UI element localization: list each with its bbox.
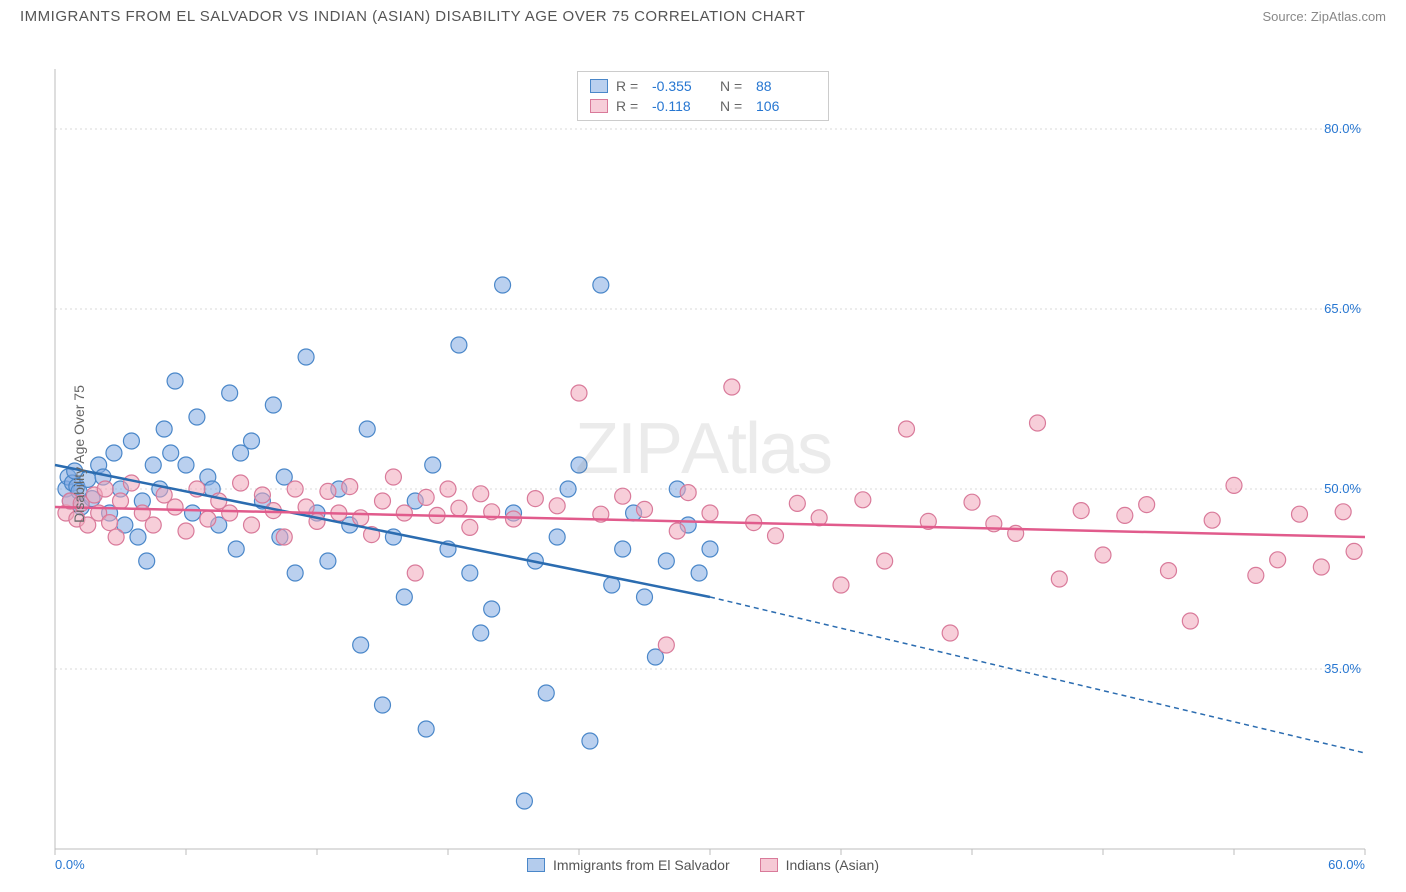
svg-text:0.0%: 0.0% [55, 857, 85, 872]
svg-text:50.0%: 50.0% [1324, 481, 1361, 496]
svg-text:80.0%: 80.0% [1324, 121, 1361, 136]
stats-box: R =-0.355 N =88 R =-0.118 N =106 [577, 71, 829, 121]
source-label: Source: ZipAtlas.com [1262, 9, 1386, 24]
scatter-chart: 35.0% 50.0% 65.0% 80.0% 0.0% 60.0% [0, 29, 1406, 879]
svg-text:60.0%: 60.0% [1328, 857, 1365, 872]
bottom-legend: Immigrants from El SalvadorIndians (Asia… [527, 857, 879, 873]
svg-text:65.0%: 65.0% [1324, 301, 1361, 316]
y-axis-label: Disability Age Over 75 [71, 385, 87, 523]
chart-title: IMMIGRANTS FROM EL SALVADOR VS INDIAN (A… [20, 8, 805, 25]
svg-text:35.0%: 35.0% [1324, 661, 1361, 676]
